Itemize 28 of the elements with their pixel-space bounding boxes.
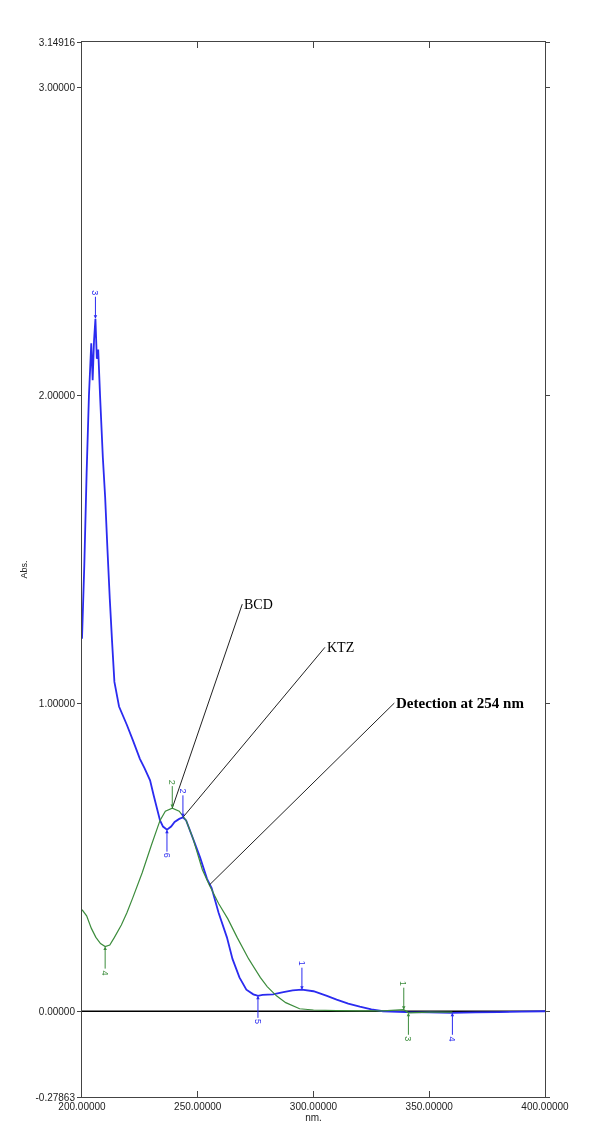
annotation: 5	[252, 1018, 263, 1024]
annotation: 2	[167, 779, 178, 785]
y-tick-label: -0.27863	[35, 1091, 76, 1103]
y-axis-title: Abs.	[18, 560, 29, 579]
annotation: 6	[161, 852, 172, 858]
annotation: 1	[398, 980, 409, 986]
x-tick-label: 350.00000	[405, 1101, 454, 1112]
annotation: Detection at 254 nm	[396, 695, 525, 711]
annotation: 1	[296, 960, 307, 966]
annotation: KTZ	[327, 640, 355, 655]
annotation: 4	[447, 1036, 458, 1042]
y-tick-label: 0.00000	[38, 1005, 76, 1017]
y-tick-label: 3.14916	[38, 36, 76, 48]
point	[93, 315, 98, 319]
y-tick-label: 1.00000	[38, 697, 76, 709]
y-tick-label: 3.00000	[38, 82, 76, 94]
annotation: 4	[99, 970, 110, 976]
x-axis-title: nm.	[305, 1112, 322, 1123]
annotation: BCD	[244, 597, 273, 612]
annotation: 2	[178, 788, 189, 794]
x-tick-label: 400.00000	[521, 1101, 570, 1112]
annotation: 3	[403, 1036, 414, 1042]
x-tick-label: 250.00000	[174, 1101, 222, 1112]
y-tick-label: 2.00000	[38, 390, 76, 402]
x-tick-label: 200.00000	[58, 1101, 107, 1112]
point	[103, 946, 107, 951]
x-tick-label: 300.00000	[289, 1101, 338, 1112]
annotation: 3	[90, 290, 101, 296]
